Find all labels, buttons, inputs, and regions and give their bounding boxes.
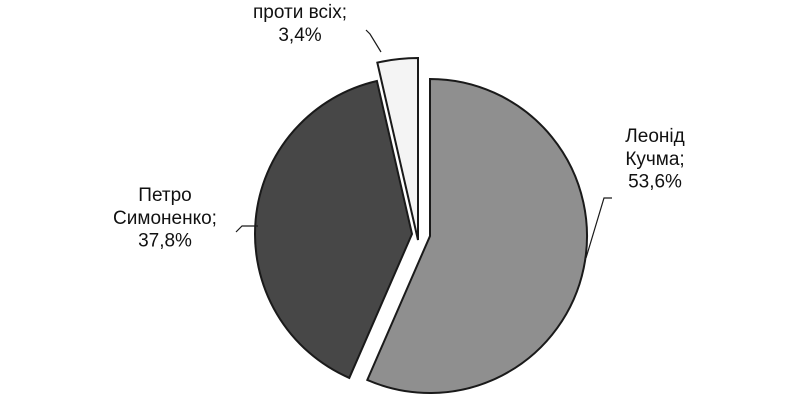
slice-label-line: проти всіх; xyxy=(253,2,347,23)
slice-label-line: 37,8% xyxy=(138,231,192,252)
slice-label-line: Петро xyxy=(138,185,191,206)
slice-label-проти-всіх: проти всіх; 3,4% xyxy=(253,2,347,46)
slice-label-line: Леонід xyxy=(625,126,684,147)
labels-layer: Леонід Кучма; 53,6% Петро Симоненко; 37,8% про… xyxy=(113,2,685,252)
slice-label-петро-симоненко: Петро Симоненко; 37,8% xyxy=(113,185,217,252)
leader-line-петро-симоненко xyxy=(235,225,258,233)
leader-line-леонід-кучма xyxy=(585,197,612,259)
slice-label-line: Симоненко; xyxy=(113,208,217,229)
slice-label-line: 53,6% xyxy=(628,172,682,193)
slices-layer xyxy=(254,56,588,394)
leader-line-проти-всіх xyxy=(365,29,382,53)
pie-slice-леонід-кучма xyxy=(365,77,588,394)
pie-slice-петро-симоненко xyxy=(254,79,414,380)
pie-slice-проти-всіх xyxy=(376,56,419,241)
slice-label-line: Кучма; xyxy=(625,149,684,170)
slice-label-леонід-кучма: Леонід Кучма; 53,6% xyxy=(625,126,684,193)
slice-label-line: 3,4% xyxy=(278,25,321,46)
leader-lines-layer xyxy=(235,29,612,259)
